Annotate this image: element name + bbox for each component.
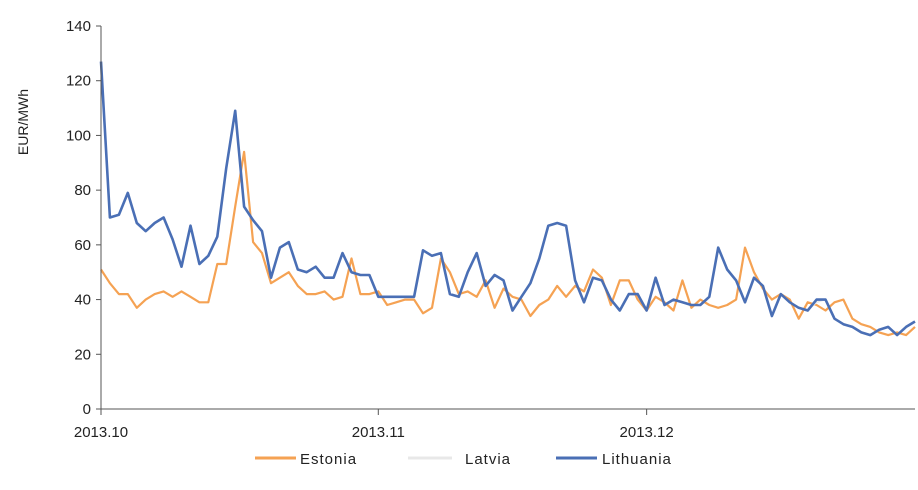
- series-line-estonia: [100, 150, 916, 337]
- y-axis-ticks: 0 20 40 60 80 100 120 140: [66, 18, 101, 418]
- y-tick-label: 100: [66, 127, 91, 144]
- legend-label-estonia: Estonia: [300, 451, 357, 468]
- y-tick-label: 20: [74, 346, 91, 363]
- series-lines: [99, 61, 916, 337]
- y-tick-label: 80: [74, 182, 91, 199]
- legend-label-latvia: Latvia: [465, 451, 511, 468]
- y-tick-label: 40: [74, 292, 91, 309]
- y-tick-label: 60: [74, 237, 91, 254]
- y-tick-label: 140: [66, 18, 91, 35]
- y-axis-label: EUR/MWh: [15, 89, 31, 155]
- x-tick-label: 2013.10: [74, 424, 128, 441]
- x-axis-ticks: 2013.10 2013.11 2013.12: [74, 409, 674, 441]
- y-tick-label: 120: [66, 73, 91, 90]
- x-tick-label: 2013.11: [352, 424, 405, 441]
- y-tick-label: 0: [83, 401, 91, 418]
- series-line-lithuania: [99, 61, 916, 337]
- legend-label-lithuania: Lithuania: [602, 451, 672, 468]
- legend: Estonia Latvia Lithuania: [255, 451, 672, 468]
- x-tick-label: 2013.12: [620, 424, 674, 441]
